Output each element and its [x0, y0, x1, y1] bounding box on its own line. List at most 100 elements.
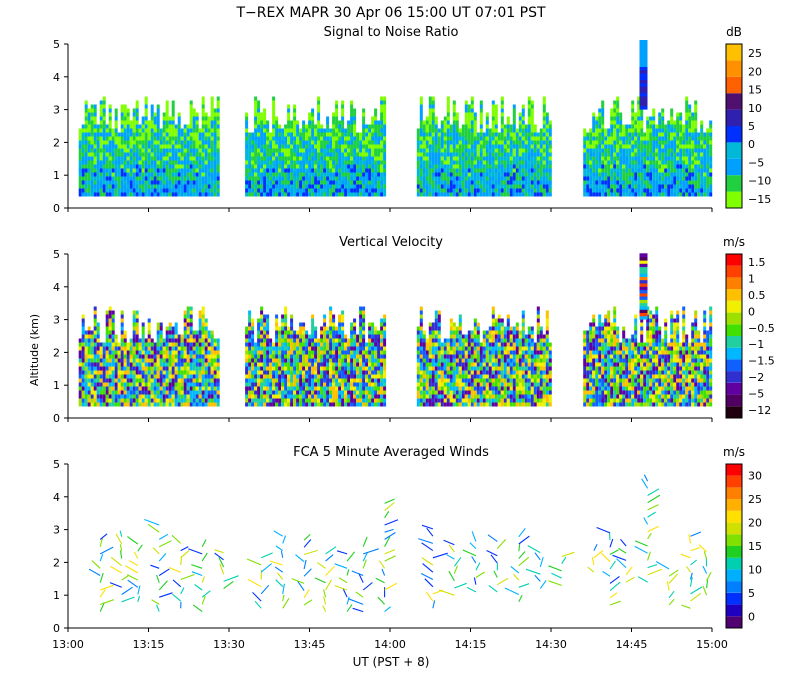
heatmap-cell: [634, 164, 638, 169]
heatmap-cell: [500, 172, 504, 177]
heatmap-cell: [186, 140, 190, 145]
heatmap-cell: [165, 326, 169, 331]
heatmap-cell: [207, 152, 211, 157]
heatmap-cell: [601, 168, 605, 173]
heatmap-cell: [377, 132, 381, 137]
heatmap-cell: [114, 362, 118, 367]
heatmap-cell: [165, 192, 169, 197]
heatmap-cell: [443, 136, 447, 141]
heatmap-cell: [467, 192, 471, 197]
heatmap-cell: [174, 326, 178, 331]
heatmap-cell: [216, 120, 220, 125]
heatmap-cell: [114, 156, 118, 161]
heatmap-cell: [428, 164, 432, 169]
heatmap-cell: [305, 156, 309, 161]
heatmap-cell: [156, 342, 160, 347]
heatmap-cell: [126, 192, 130, 197]
heatmap-cell: [709, 144, 713, 149]
heatmap-cell: [485, 168, 489, 173]
heatmap-cell: [530, 160, 534, 165]
heatmap-cell: [254, 140, 258, 145]
heatmap-cell: [198, 402, 202, 407]
heatmap-cell: [257, 378, 261, 383]
heatmap-cell: [524, 132, 528, 137]
heatmap-cell: [272, 108, 276, 113]
heatmap-cell: [111, 148, 115, 153]
heatmap-cell: [488, 156, 492, 161]
heatmap-cell: [141, 120, 145, 125]
heatmap-cell: [464, 184, 468, 189]
heatmap-cell: [266, 358, 270, 363]
heatmap-cell: [697, 192, 701, 197]
heatmap-cell: [117, 144, 121, 149]
heatmap-cell: [380, 148, 384, 153]
heatmap-cell: [177, 132, 181, 137]
heatmap-cell: [422, 132, 426, 137]
heatmap-cell: [491, 152, 495, 157]
heatmap-cell: [464, 156, 468, 161]
heatmap-cell: [251, 168, 255, 173]
heatmap-cell: [652, 188, 656, 193]
heatmap-cell: [323, 168, 327, 173]
heatmap-cell: [643, 140, 647, 145]
heatmap-cell: [494, 124, 498, 129]
heatmap-cell: [320, 148, 324, 153]
heatmap-cell: [144, 180, 148, 185]
heatmap-cell: [601, 116, 605, 121]
heatmap-cell: [204, 180, 208, 185]
heatmap-cell: [198, 366, 202, 371]
heatmap-cell: [491, 188, 495, 193]
heatmap-cell: [670, 188, 674, 193]
heatmap-cell: [637, 144, 641, 149]
heatmap-cell: [500, 140, 504, 145]
heatmap-cell: [251, 192, 255, 197]
heatmap-cell: [500, 120, 504, 125]
heatmap-cell: [533, 152, 537, 157]
heatmap-cell: [341, 192, 345, 197]
heatmap-cell: [81, 362, 85, 367]
heatmap-cell: [658, 156, 662, 161]
heatmap-cell: [144, 378, 148, 383]
heatmap-cell: [102, 184, 106, 189]
heatmap-cell: [703, 148, 707, 153]
heatmap-cell: [419, 152, 423, 157]
heatmap-cell: [661, 156, 665, 161]
heatmap-cell: [467, 184, 471, 189]
heatmap-cell: [263, 108, 267, 113]
heatmap-cell: [189, 124, 193, 129]
heatmap-cell: [93, 358, 97, 363]
heatmap-cell: [87, 184, 91, 189]
heatmap-cell: [90, 124, 94, 129]
heatmap-cell: [530, 152, 534, 157]
heatmap-cell: [332, 112, 336, 117]
heatmap-cell: [685, 112, 689, 117]
heatmap-cell: [141, 398, 145, 403]
heatmap-cell: [275, 144, 279, 149]
heatmap-cell: [207, 156, 211, 161]
heatmap-cell: [192, 112, 196, 117]
heatmap-cell: [613, 112, 617, 117]
heatmap-cell: [476, 160, 480, 165]
heatmap-cell: [284, 140, 288, 145]
heatmap-cell: [90, 390, 94, 395]
heatmap-cell: [204, 390, 208, 395]
heatmap-cell: [371, 136, 375, 141]
heatmap-cell: [467, 104, 471, 109]
heatmap-cell: [649, 132, 653, 137]
heatmap-cell: [192, 140, 196, 145]
heatmap-cell: [102, 398, 106, 403]
heatmap-cell: [123, 136, 127, 141]
heatmap-cell: [637, 120, 641, 125]
heatmap-cell: [204, 136, 208, 141]
heatmap-cell: [156, 362, 160, 367]
heatmap-cell: [245, 112, 249, 117]
heatmap-cell: [685, 136, 689, 141]
heatmap-cell: [527, 184, 531, 189]
heatmap-cell: [129, 120, 133, 125]
heatmap-cell: [488, 172, 492, 177]
heatmap-cell: [586, 164, 590, 169]
heatmap-cell: [500, 180, 504, 185]
heatmap-cell: [195, 184, 199, 189]
heatmap-cell: [281, 172, 285, 177]
heatmap-cell: [108, 108, 112, 113]
